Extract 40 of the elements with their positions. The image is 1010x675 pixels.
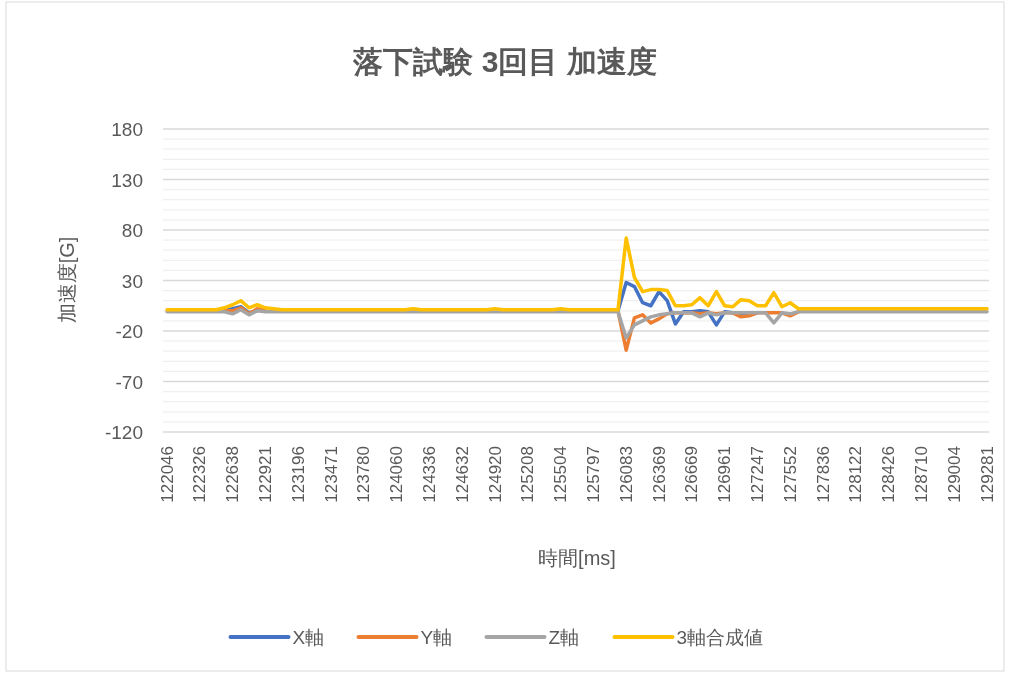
ytick: -120 — [104, 422, 143, 443]
xtick: 127836 — [813, 446, 833, 503]
xtick: 122046 — [157, 446, 177, 503]
xtick: 129004 — [944, 446, 964, 503]
legend-label: X軸 — [292, 627, 325, 648]
xtick: 125504 — [551, 446, 571, 503]
xlabel: 時間[ms] — [538, 547, 616, 569]
xtick: 128122 — [846, 446, 866, 503]
xtick: 122638 — [223, 446, 243, 503]
xtick: 124632 — [452, 446, 472, 503]
xtick: 122326 — [190, 446, 210, 503]
ytick: 30 — [121, 270, 143, 292]
xtick: 125208 — [518, 446, 538, 503]
xtick: 126083 — [616, 446, 636, 503]
title: 落下試験 3回目 加速度 — [353, 45, 657, 78]
ytick: 180 — [111, 119, 143, 140]
xtick: 127552 — [780, 446, 800, 503]
xtick: 123780 — [354, 446, 374, 503]
xtick: 125797 — [583, 446, 603, 503]
xtick: 124336 — [419, 446, 439, 503]
xtick: 124920 — [485, 446, 505, 503]
ytick: 130 — [111, 169, 143, 191]
legend-label: 3軸合成値 — [676, 627, 764, 648]
xtick: 123471 — [321, 446, 341, 503]
xtick: 126369 — [649, 446, 669, 503]
legend-label: Y軸 — [420, 627, 453, 648]
ylabel: 加速度[G] — [56, 236, 78, 324]
xtick: 123196 — [288, 446, 308, 503]
xtick: 126669 — [682, 446, 702, 503]
xtick: 127247 — [747, 446, 767, 503]
xtick: 128426 — [879, 446, 899, 503]
xtick: 126961 — [715, 446, 735, 503]
xtick: 122921 — [255, 446, 275, 503]
ytick: -70 — [115, 371, 143, 393]
ytick: -20 — [115, 321, 143, 342]
xtick: 128710 — [911, 446, 931, 503]
xtick: 129281 — [977, 446, 997, 503]
legend-label: Z軸 — [548, 627, 580, 648]
ytick: 80 — [121, 220, 143, 241]
xtick: 124060 — [387, 446, 407, 503]
